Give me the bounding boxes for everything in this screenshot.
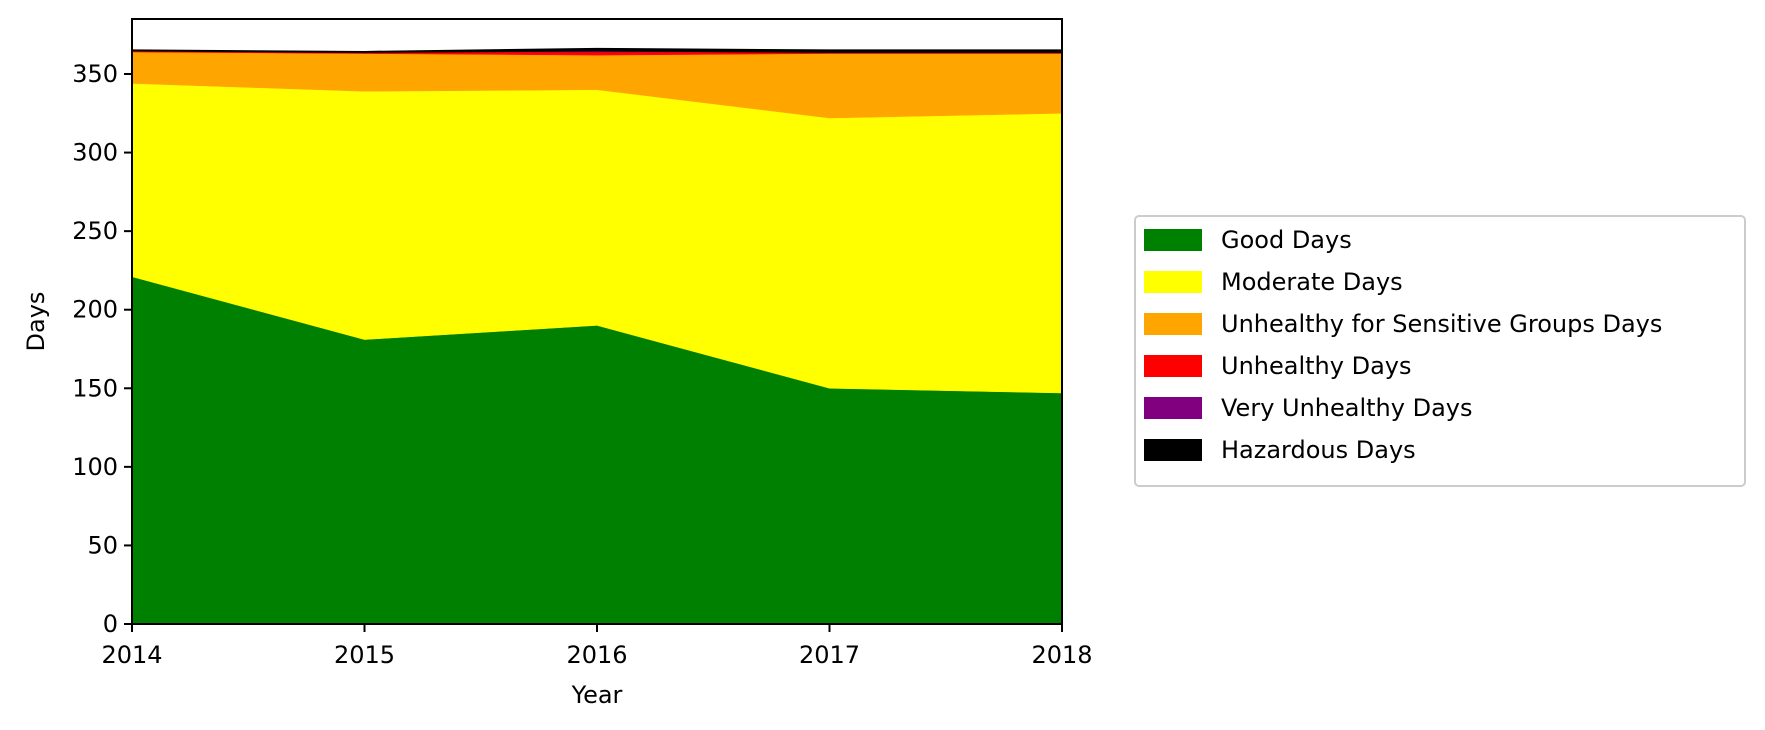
legend-swatch xyxy=(1144,229,1202,251)
y-tick-label: 50 xyxy=(87,531,118,559)
legend-label: Moderate Days xyxy=(1221,268,1403,296)
y-tick-label: 300 xyxy=(72,139,118,167)
y-axis-title: Days xyxy=(22,292,50,352)
y-tick-label: 350 xyxy=(72,60,118,88)
x-tick-label: 2014 xyxy=(101,641,162,669)
x-tick-label: 2016 xyxy=(566,641,627,669)
legend-label: Good Days xyxy=(1221,226,1352,254)
y-tick-label: 250 xyxy=(72,217,118,245)
x-tick-label: 2018 xyxy=(1031,641,1092,669)
legend-label: Unhealthy for Sensitive Groups Days xyxy=(1221,310,1662,338)
legend-label: Unhealthy Days xyxy=(1221,352,1411,380)
area-series-group xyxy=(131,47,1063,625)
x-tick-label: 2015 xyxy=(334,641,395,669)
legend-swatch xyxy=(1144,397,1202,419)
y-tick-label: 0 xyxy=(103,610,118,638)
x-axis-title: Year xyxy=(571,681,623,709)
legend-label: Very Unhealthy Days xyxy=(1221,394,1473,422)
legend-swatch xyxy=(1144,271,1202,293)
y-tick-label: 100 xyxy=(72,453,118,481)
legend: Good Days Moderate Days Unhealthy for Sens… xyxy=(1134,215,1746,487)
y-tick-label: 200 xyxy=(72,296,118,324)
legend-box xyxy=(1134,215,1746,487)
legend-swatch xyxy=(1144,313,1202,335)
x-tick-label: 2017 xyxy=(799,641,860,669)
legend-swatch xyxy=(1144,355,1202,377)
y-tick-label: 150 xyxy=(72,374,118,402)
x-axis: 2014 2015 2016 2017 2018 xyxy=(101,624,1093,669)
y-axis: 0 50 100 150 200 250 300 350 xyxy=(72,60,132,638)
legend-label: Hazardous Days xyxy=(1221,436,1416,464)
legend-swatch xyxy=(1144,439,1202,461)
